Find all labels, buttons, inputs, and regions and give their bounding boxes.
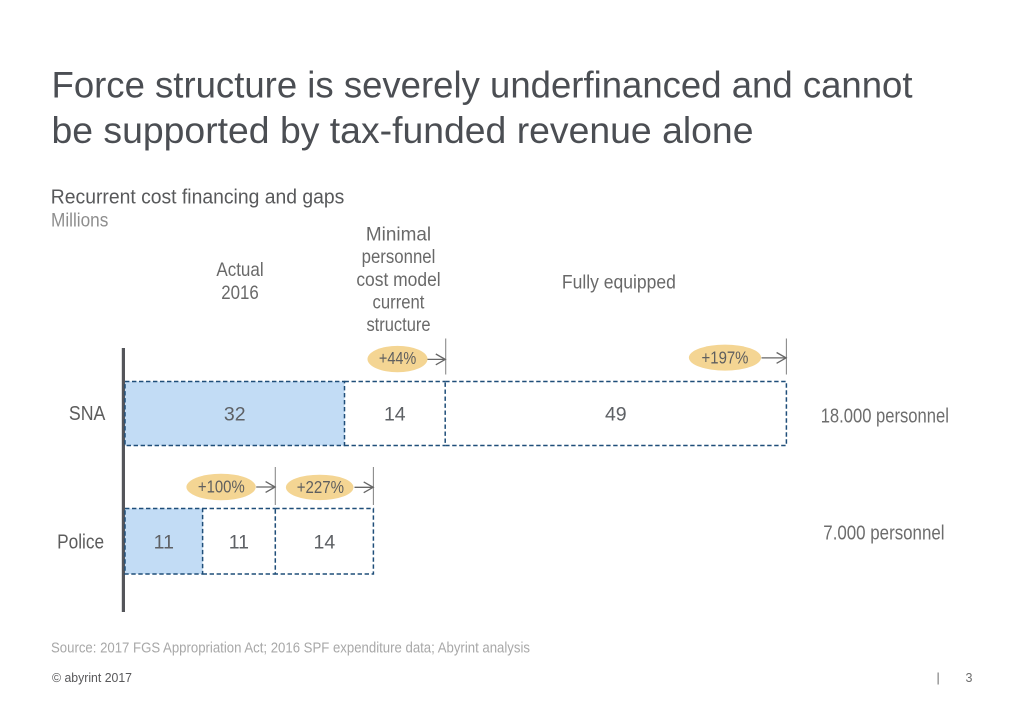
svg-text:32: 32 [224,404,246,426]
svg-text:current: current [373,292,425,314]
svg-text:Force structure is severely un: Force structure is severely underfinance… [52,64,914,105]
svg-text:18.000 personnel: 18.000 personnel [821,406,949,428]
svg-text:Police: Police [57,531,104,553]
svg-text:+44%: +44% [379,348,416,368]
svg-text:structure: structure [366,314,430,336]
svg-text:+197%: +197% [702,348,749,368]
svg-text:cost model: cost model [356,269,440,291]
svg-text:3: 3 [966,671,973,685]
svg-text:© abyrint 2017: © abyrint 2017 [52,671,132,685]
svg-text:be supported by tax-funded rev: be supported by tax-funded revenue alone [52,110,754,151]
svg-text:Actual: Actual [216,259,263,281]
svg-text:personnel: personnel [362,246,436,268]
svg-text:+100%: +100% [198,476,245,496]
svg-text:2016: 2016 [221,282,259,304]
svg-text:Recurrent cost financing and g: Recurrent cost financing and gaps [51,186,345,209]
svg-text:11: 11 [229,532,249,554]
svg-text:Minimal: Minimal [366,223,431,245]
svg-text:14: 14 [384,404,406,426]
svg-text:7.000 personnel: 7.000 personnel [823,523,944,545]
svg-text:Fully equipped: Fully equipped [562,272,676,294]
svg-text:11: 11 [154,532,174,554]
svg-text:+227%: +227% [297,477,344,497]
svg-text:Source: 2017 FGS Appropriation: Source: 2017 FGS Appropriation Act; 2016… [51,641,530,657]
svg-text:|: | [937,671,940,685]
svg-text:Millions: Millions [51,211,108,232]
svg-text:49: 49 [605,404,627,426]
svg-text:14: 14 [314,532,336,554]
svg-text:SNA: SNA [69,403,106,425]
